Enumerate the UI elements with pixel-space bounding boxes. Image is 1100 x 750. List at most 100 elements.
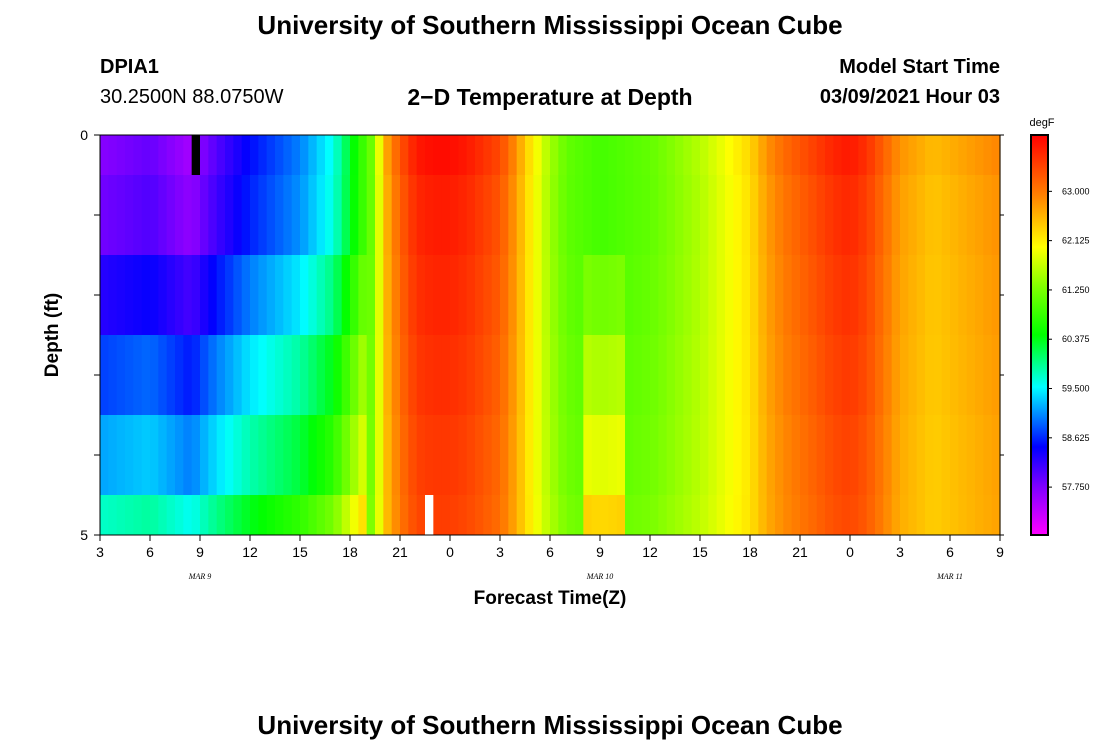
heatmap-cell	[883, 255, 893, 335]
heatmap-cell	[491, 255, 501, 335]
heatmap-cell	[625, 175, 634, 255]
heatmap-cell	[925, 135, 934, 175]
heatmap-cell	[866, 495, 876, 535]
heatmap-cell	[150, 175, 159, 255]
heatmap-cell	[783, 135, 793, 175]
heatmap-cell	[183, 135, 193, 175]
heatmap-cell	[458, 175, 468, 255]
heatmap-cell	[383, 495, 393, 535]
heatmap-cell	[458, 255, 468, 335]
heatmap-cell	[575, 175, 584, 255]
footer-title: University of Southern Mississippi Ocean…	[257, 710, 843, 740]
heatmap-cell	[166, 335, 176, 415]
heatmap-cell	[766, 175, 776, 255]
heatmap-cell	[333, 135, 343, 175]
heatmap-cell	[741, 255, 751, 335]
heatmap-cell	[691, 335, 701, 415]
heatmap-cell	[808, 495, 818, 535]
heatmap-cell	[450, 495, 459, 535]
heatmap-cell	[800, 335, 809, 415]
heatmap-cell	[758, 495, 768, 535]
heatmap-cell	[816, 335, 826, 415]
heatmap-cell	[500, 495, 509, 535]
heatmap-cell	[508, 495, 518, 535]
x-tick-label: 12	[242, 544, 258, 560]
heatmap-cell	[566, 415, 576, 495]
heatmap-cell	[758, 255, 768, 335]
heatmap-cell	[908, 135, 918, 175]
heatmap-cell	[116, 175, 126, 255]
heatmap-cell	[958, 415, 968, 495]
heatmap-cell	[458, 415, 468, 495]
heatmap-cell	[608, 175, 618, 255]
heatmap-cell	[225, 135, 234, 175]
heatmap-cell	[808, 175, 818, 255]
heatmap-cell	[775, 335, 784, 415]
heatmap-cell	[558, 415, 568, 495]
heatmap-cell	[241, 135, 251, 175]
heatmap-cell	[466, 495, 476, 535]
heatmap-cell	[391, 495, 401, 535]
heatmap-cell	[666, 335, 676, 415]
heatmap-cell	[758, 335, 768, 415]
heatmap-cell	[125, 255, 134, 335]
heatmap-cell	[291, 135, 301, 175]
heatmap-cell	[483, 135, 493, 175]
heatmap-cell	[175, 255, 184, 335]
heatmap-cell	[116, 255, 126, 335]
heatmap-cell	[400, 495, 409, 535]
heatmap-cell	[158, 135, 168, 175]
heatmap-cell	[708, 135, 718, 175]
heatmap-cell	[875, 175, 884, 255]
heatmap-cell	[400, 415, 409, 495]
heatmap-cell	[958, 135, 968, 175]
colorbar-tick-label: 62.125	[1062, 236, 1090, 246]
heatmap-cell	[408, 175, 418, 255]
heatmap-cell	[900, 495, 909, 535]
heatmap-cell	[700, 175, 709, 255]
heatmap-cell	[108, 135, 118, 175]
heatmap-cell	[358, 255, 368, 335]
heatmap-cell	[400, 335, 409, 415]
heatmap-cell	[725, 335, 734, 415]
heatmap-cell	[491, 415, 501, 495]
heatmap-cell	[833, 135, 843, 175]
heatmap-cell	[650, 335, 659, 415]
heatmap-cell	[191, 255, 201, 335]
colorbar	[1030, 134, 1049, 536]
heatmap-cell	[933, 495, 943, 535]
x-tick-label: 9	[996, 544, 1004, 560]
heatmap-cell	[991, 335, 1001, 415]
heatmap-cell	[691, 175, 701, 255]
heatmap-cell	[766, 335, 776, 415]
heatmap-cell	[233, 495, 243, 535]
heatmap-cell	[691, 255, 701, 335]
heatmap-cell	[991, 175, 1001, 255]
heatmap-cell	[600, 495, 609, 535]
heatmap-cell	[991, 255, 1001, 335]
heatmap-cell	[450, 255, 459, 335]
heatmap-cell	[658, 255, 668, 335]
heatmap-cell	[200, 415, 209, 495]
heatmap-cell	[675, 135, 684, 175]
heatmap-cell	[116, 495, 126, 535]
heatmap-cell	[725, 135, 734, 175]
heatmap-cell	[416, 175, 426, 255]
heatmap-cell	[608, 335, 618, 415]
heatmap-cell	[583, 135, 593, 175]
heatmap-cell	[950, 335, 959, 415]
heatmap-cell	[283, 495, 293, 535]
heatmap-cell	[258, 175, 268, 255]
heatmap-cell	[541, 415, 551, 495]
heatmap-cell	[358, 175, 368, 255]
heatmap-cell	[716, 175, 726, 255]
x-tick-label: 3	[496, 544, 504, 560]
heatmap-cell	[708, 335, 718, 415]
heatmap-cell	[850, 255, 859, 335]
heatmap-cell	[141, 495, 151, 535]
heatmap-cell	[516, 495, 526, 535]
heatmap-cell	[841, 415, 851, 495]
heatmap-cell	[908, 335, 918, 415]
heatmap-cell	[791, 415, 801, 495]
heatmap-cell	[983, 255, 993, 335]
